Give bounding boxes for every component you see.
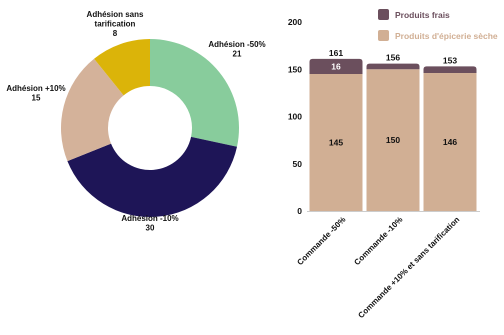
bar-segment-produits-d-epicerie-seche bbox=[366, 69, 420, 211]
y-tick-label: 200 bbox=[288, 17, 302, 27]
donut-value-label: 8 bbox=[113, 29, 118, 38]
bar-total-label: 161 bbox=[329, 48, 343, 58]
donut-name-label: Adhésion -50% bbox=[208, 40, 265, 49]
legend-label-produits-frais: Produits frais bbox=[395, 10, 450, 20]
donut-name-label: Adhésion +10% bbox=[6, 84, 65, 93]
legend-label-produits-d-epicerie-seche: Produits d'épicerie sèche bbox=[395, 31, 498, 41]
donut-name-label: tarification bbox=[95, 20, 136, 29]
legend-swatch-produits-frais bbox=[378, 9, 389, 20]
donut-name-label: Adhésion sans bbox=[87, 10, 144, 19]
donut-slice-adhesion-sans-tarification bbox=[94, 39, 150, 96]
donut-slice-adhesion-10 bbox=[67, 136, 238, 217]
donut-label-adhesion-50: Adhésion -50% 21 bbox=[208, 40, 265, 59]
donut-name-label: Adhésion -10% bbox=[121, 214, 178, 223]
y-tick-label: 50 bbox=[293, 159, 303, 169]
y-tick-label: 0 bbox=[297, 206, 302, 216]
legend-swatch-produits-d-epicerie-seche bbox=[378, 30, 389, 41]
y-tick-label: 150 bbox=[288, 64, 302, 74]
donut-label-adhesion-10: Adhésion -10% 30 bbox=[121, 214, 178, 233]
bar-segment-produits-d-epicerie-seche bbox=[309, 73, 363, 211]
bar-total-label: 156 bbox=[386, 53, 400, 63]
donut-value-label: 21 bbox=[233, 50, 242, 59]
bar-segment-value-label: 146 bbox=[443, 137, 457, 147]
bar-total-label: 153 bbox=[443, 55, 457, 65]
donut-slice-adhesion-50 bbox=[150, 39, 239, 147]
donut-label-adhesion-10: Adhésion +10% 15 bbox=[6, 84, 65, 103]
donut-value-label: 30 bbox=[146, 224, 155, 233]
bar-segment-value-label: 145 bbox=[329, 137, 343, 147]
donut-slice-adhesion-10 bbox=[61, 58, 124, 162]
bar-segment-produits-frais bbox=[309, 58, 363, 74]
donut-chart: Adhésion -50% 21 Adhésion -10% 30 Adhésion +… bbox=[6, 10, 265, 233]
bar-segment-produits-frais bbox=[423, 66, 477, 74]
bar-segment-value-label: 16 bbox=[331, 61, 341, 71]
x-category-label: Commande +10% et sans tarification bbox=[356, 215, 461, 320]
donut-label-adhesion-sans-tarification: Adhésion sans tarification 8 bbox=[87, 10, 144, 38]
x-category-label: Commande -10% bbox=[352, 215, 404, 267]
bar-segment-produits-frais bbox=[366, 63, 420, 70]
stacked-bar-chart: 0 50 100 150 200 145 16 161 Commande -50% 150 156 C… bbox=[288, 9, 498, 320]
bar-segment-value-label: 150 bbox=[386, 135, 400, 145]
x-category-label: Commande -50% bbox=[295, 215, 347, 267]
y-tick-label: 100 bbox=[288, 112, 302, 122]
donut-value-label: 15 bbox=[32, 94, 41, 103]
bar-segment-produits-d-epicerie-seche bbox=[423, 73, 477, 211]
